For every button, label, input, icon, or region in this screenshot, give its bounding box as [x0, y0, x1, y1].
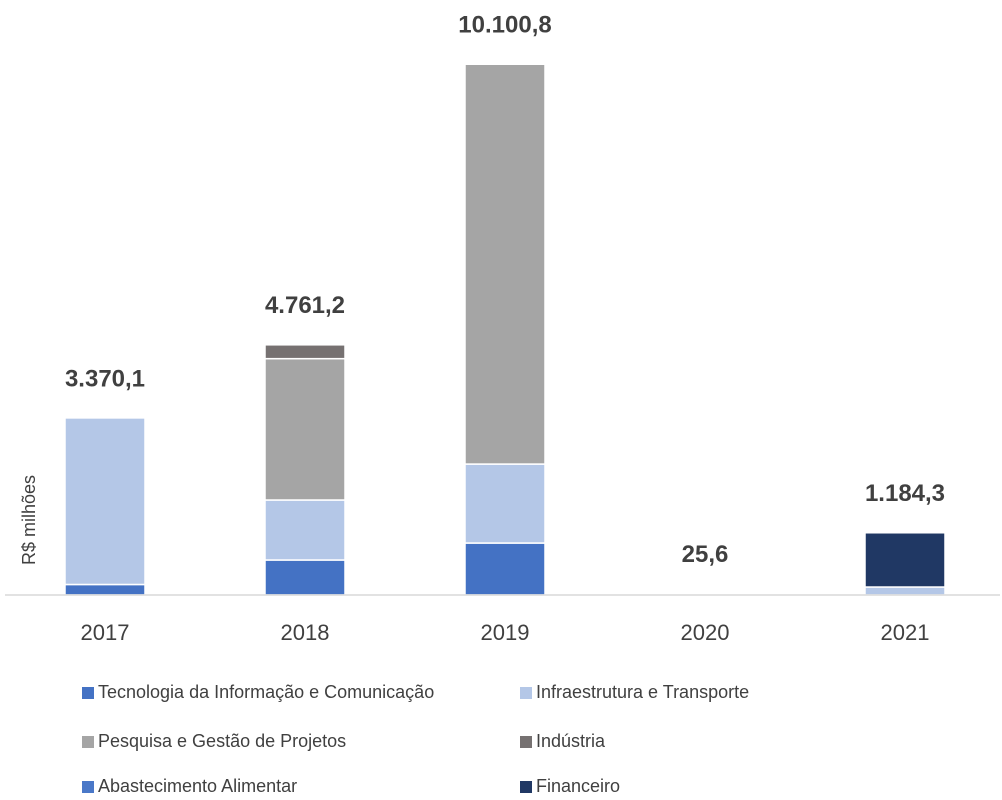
bar-segment: [264, 344, 346, 360]
legend-swatch: [520, 781, 532, 793]
x-tick-label: 2017: [81, 620, 130, 645]
total-label: 3.370,1: [65, 365, 145, 392]
legend-swatch: [82, 736, 94, 748]
legend-swatch: [82, 781, 94, 793]
bar-segment: [464, 463, 546, 544]
bar-segment: [264, 499, 346, 561]
x-tick-label: 2019: [481, 620, 530, 645]
legend-label: Abastecimento Alimentar: [98, 776, 297, 795]
legend-label: Pesquisa e Gestão de Projetos: [98, 731, 346, 751]
legend-label: Infraestrutura e Transporte: [536, 682, 749, 702]
bar-segment: [264, 357, 346, 501]
bar-segment: [64, 417, 146, 586]
legend-label: Tecnologia da Informação e Comunicação: [98, 682, 434, 702]
total-label: 1.184,3: [865, 480, 945, 507]
legend-label: Indústria: [536, 731, 606, 751]
total-label: 25,6: [682, 541, 729, 568]
legend-swatch: [520, 736, 532, 748]
total-label: 4.761,2: [265, 292, 345, 319]
legend-swatch: [520, 687, 532, 699]
bar-segment: [864, 586, 946, 596]
bar-segment: [464, 63, 546, 465]
y-axis-label: R$ milhões: [19, 475, 39, 565]
total-label: 10.100,8: [458, 12, 551, 39]
x-tick-label: 2021: [881, 620, 930, 645]
x-tick-label: 2020: [681, 620, 730, 645]
bar-segment: [864, 532, 946, 588]
x-tick-label: 2018: [281, 620, 330, 645]
bar-segment: [464, 542, 546, 596]
legend-swatch: [82, 687, 94, 699]
bar-segment: [264, 559, 346, 596]
bar-segment: [64, 583, 146, 596]
legend-label: Financeiro: [536, 776, 620, 795]
